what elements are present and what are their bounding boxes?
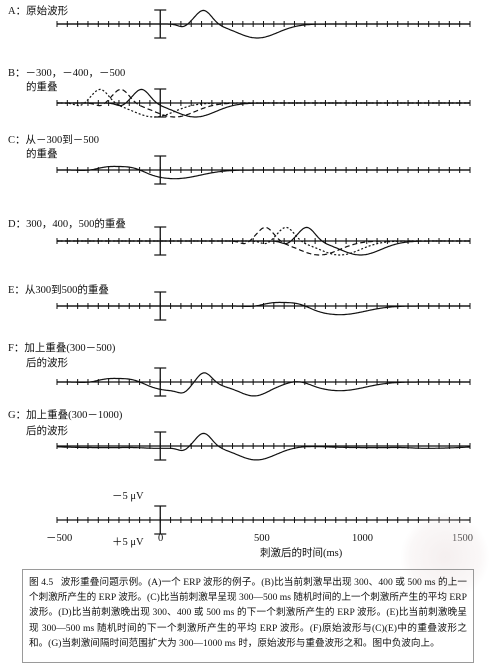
x-axis-title: 刺激后的时间(ms) — [260, 546, 343, 559]
panels-layer — [56, 9, 471, 535]
x-tick-label-0: 0 — [158, 533, 163, 544]
panel-e-average-overlap — [57, 301, 470, 316]
panel-g-sublabel: 后的波形 — [26, 424, 68, 437]
panel-d-label: D：300，400，500的重叠 — [8, 217, 126, 230]
panel-b-label: B：－300，－400，－500 — [8, 68, 125, 79]
panel-d-overlap-plus500 — [57, 226, 470, 256]
watermark-seal — [400, 512, 490, 602]
panel-g-summed-waveform — [57, 432, 471, 461]
panel-c-average-overlap — [57, 165, 470, 180]
figure-caption: 图 4.5 波形重叠问题示例。(A)一个 ERP 波形的例子。(B)比当前刺激早… — [22, 569, 474, 663]
x-tick-label-500: 500 — [254, 533, 270, 544]
panel-b-sublabel: 的重叠 — [26, 80, 58, 93]
panel-e-label: E：从300到500的重叠 — [8, 283, 109, 296]
caption-figure-number: 图 4.5 — [29, 577, 54, 588]
panel-b-overlap-minus500 — [57, 88, 470, 118]
panel-f-label: F：加上重叠(300－500) — [8, 341, 116, 354]
erp-overlap-figure: A：原始波形 B：－300，－400，－500 的重叠 C：从－300到－500… — [8, 4, 473, 559]
scale-plus-label: ＋5 μV — [112, 537, 144, 548]
panel-f-summed-waveform — [57, 372, 470, 397]
caption-text: 波形重叠问题示例。(A)一个 ERP 波形的例子。(B)比当前刺激早出现 300… — [29, 577, 468, 649]
scale-minus-label: －5 μV — [112, 491, 144, 502]
panel-a-label: A：原始波形 — [8, 4, 69, 17]
x-tick-label-minus500: －500 — [46, 533, 72, 544]
panel-g — [56, 431, 471, 461]
panel-labels: A：原始波形 B：－300，－400，－500 的重叠 C：从－300到－500… — [8, 4, 126, 437]
panel-c-label: C：从－300到－500 — [8, 134, 99, 146]
panel-a-erp-waveform — [57, 9, 470, 39]
x-tick-label-1000: 1000 — [352, 533, 373, 544]
panel-c-sublabel: 的重叠 — [26, 147, 58, 160]
panel-f-sublabel: 后的波形 — [26, 356, 68, 369]
panel-g-label: G：加上重叠(300－1000) — [8, 408, 123, 421]
